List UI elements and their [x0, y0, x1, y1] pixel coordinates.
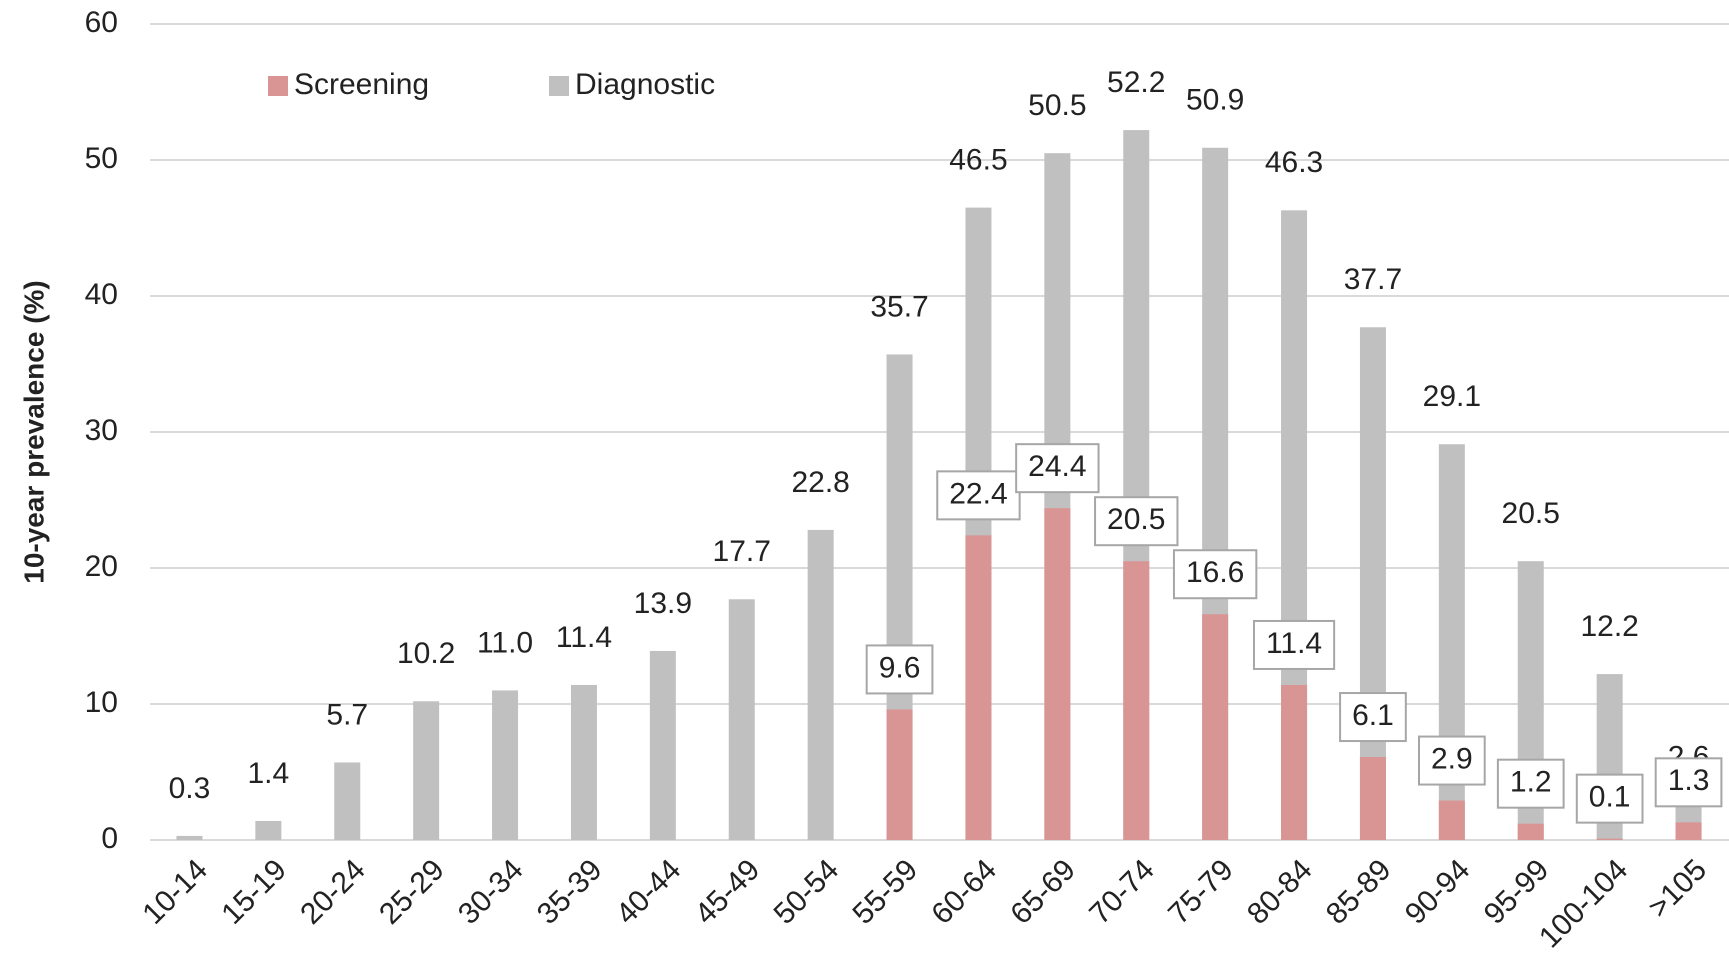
x-tick-label: 60-64 — [925, 853, 1003, 931]
data-label: 20.5 — [1502, 497, 1560, 530]
y-tick-label: 60 — [85, 6, 118, 39]
x-tick-label: 75-79 — [1162, 853, 1240, 931]
data-label: 5.7 — [326, 698, 368, 731]
bar — [176, 835, 203, 840]
data-label-box — [1654, 757, 1723, 808]
y-tick-label: 0 — [101, 822, 118, 855]
x-tick-label: 85-89 — [1320, 853, 1398, 931]
data-label-box — [1172, 549, 1258, 600]
y-tick-label: 10 — [85, 686, 118, 719]
data-label: 12.2 — [1580, 610, 1638, 643]
data-label: 1.4 — [247, 757, 289, 790]
data-label: 0.3 — [169, 772, 211, 805]
y-tick-label: 40 — [85, 278, 118, 311]
y-tick-label: 30 — [85, 414, 118, 447]
bar — [1517, 823, 1544, 840]
bar — [1202, 614, 1229, 840]
data-label: 9.6 — [879, 651, 921, 684]
x-tick-label: 25-29 — [373, 853, 451, 931]
x-tick-label: 90-94 — [1399, 853, 1477, 931]
bar — [1044, 508, 1071, 840]
data-label: 37.7 — [1344, 263, 1402, 296]
bar — [1596, 838, 1623, 840]
x-tick-label: 50-54 — [768, 853, 846, 931]
data-label: 11.4 — [556, 621, 612, 654]
bar — [1281, 684, 1308, 840]
data-label: 50.9 — [1186, 84, 1244, 117]
bar — [255, 820, 282, 840]
bar — [1675, 822, 1702, 840]
data-label: 46.3 — [1265, 146, 1323, 179]
data-label: 29.1 — [1423, 380, 1481, 413]
bar — [728, 599, 755, 840]
data-label: 22.8 — [791, 466, 849, 499]
data-label: 20.5 — [1107, 503, 1165, 536]
bar — [570, 684, 597, 840]
data-label-box — [1496, 758, 1565, 809]
data-label: 6.1 — [1352, 699, 1394, 732]
data-label-box — [936, 470, 1021, 521]
x-tick-label: 15-19 — [215, 853, 293, 931]
data-label: 17.7 — [713, 535, 771, 568]
data-label-box — [865, 644, 934, 695]
x-tick-label: 30-34 — [452, 853, 530, 931]
data-label: 1.3 — [1668, 764, 1710, 797]
legend-swatch — [549, 76, 569, 96]
bar — [413, 701, 440, 840]
data-label-box — [1252, 619, 1336, 670]
data-label: 2.9 — [1431, 742, 1473, 775]
y-tick-label: 50 — [85, 142, 118, 175]
x-tick-label: 55-59 — [847, 853, 925, 931]
x-tick-label: 10-14 — [136, 853, 214, 931]
y-tick-label: 20 — [85, 550, 118, 583]
data-label: 11.4 — [1266, 627, 1322, 660]
bar — [649, 650, 676, 840]
x-tick-label: 100-104 — [1533, 853, 1634, 954]
x-tick-label: 80-84 — [1241, 853, 1319, 931]
bar — [965, 535, 992, 840]
y-axis-label: 10-year prevalence (%) — [18, 280, 49, 584]
data-label: 10.2 — [397, 637, 455, 670]
bar — [807, 529, 834, 840]
x-tick-label: 65-69 — [1004, 853, 1082, 931]
data-label: 50.5 — [1028, 89, 1086, 122]
data-label: 24.4 — [1028, 450, 1086, 483]
x-tick-label: 40-44 — [610, 853, 688, 931]
data-label: 11.0 — [477, 626, 533, 659]
bar — [886, 709, 913, 840]
data-label: 16.6 — [1186, 556, 1244, 589]
bar — [334, 762, 361, 840]
data-label: 52.2 — [1107, 66, 1165, 99]
data-label-box — [1015, 443, 1100, 494]
bar — [1438, 800, 1465, 840]
legend-label: Diagnostic — [575, 68, 715, 101]
bar — [492, 690, 519, 840]
x-tick-label: 35-39 — [531, 853, 609, 931]
data-label-box — [1094, 496, 1179, 547]
data-label: 46.5 — [949, 144, 1007, 177]
data-label: 22.4 — [949, 477, 1007, 510]
data-label: 0.1 — [1589, 781, 1631, 814]
x-tick-label: 70-74 — [1083, 853, 1161, 931]
bar — [1123, 561, 1150, 840]
data-label: 1.2 — [1510, 766, 1552, 799]
legend-label: Screening — [294, 68, 429, 101]
x-tick-label: 20-24 — [294, 853, 372, 931]
data-label: 13.9 — [634, 587, 692, 620]
x-tick-label: >105 — [1642, 853, 1713, 924]
bar — [1359, 327, 1386, 840]
data-label-box — [1339, 692, 1407, 743]
bar — [1359, 757, 1386, 840]
legend-swatch — [268, 76, 288, 96]
data-label-box — [1417, 735, 1486, 786]
x-tick-label: 45-49 — [689, 853, 767, 931]
data-label-box — [1575, 773, 1644, 824]
data-label: 35.7 — [870, 290, 928, 323]
